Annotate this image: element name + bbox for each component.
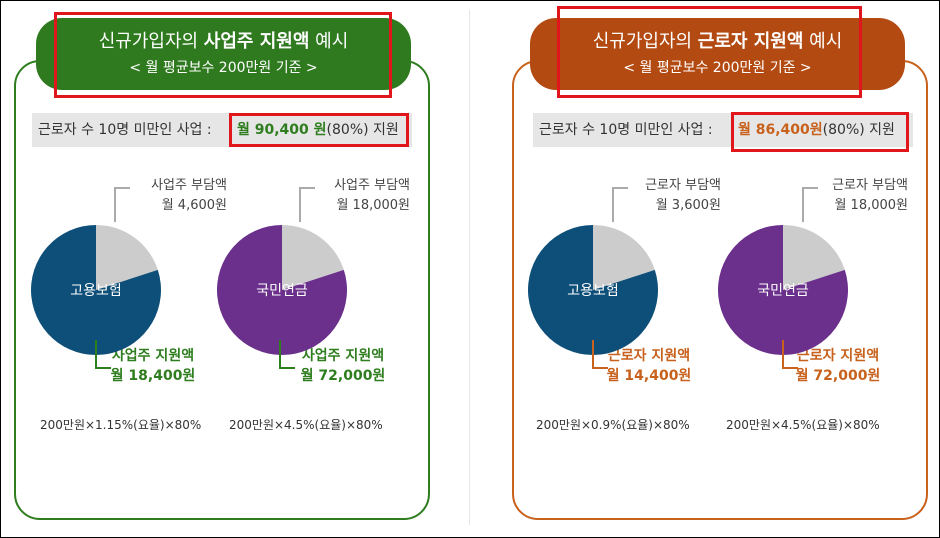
pie-charts: 고용보험 국민연금 고용보험 국민연금: [31, 224, 849, 356]
panel-divider: [469, 10, 470, 525]
right-pie2-label: 국민연금: [757, 283, 809, 299]
right-pie1-burden-annotation: 근로자 부담액 월 3,600원: [606, 176, 721, 216]
right-pie1-burden-leader: [612, 187, 628, 222]
left-title-box: 신규가입자의 사업주 지원액 예시 < 월 평균보수 200만원 기준 >: [36, 18, 411, 90]
left-pie2-support-amount: 월 72,000원: [300, 368, 386, 384]
left-summary-text: 근로자 수 10명 미만인 사업 :: [38, 121, 212, 139]
right-pie1-label: 고용보험: [567, 283, 619, 299]
right-pie2-burden-annotation: 근로자 부담액 월 18,000원: [788, 176, 908, 216]
right-pie1-support-leader: [592, 340, 608, 369]
left-pie2-burden-label: 사업주 부담액: [334, 178, 410, 193]
right-summary-highlight: [731, 112, 909, 152]
left-pie1-support-leader: [95, 340, 111, 369]
right-title: 신규가입자의 근로자 지원액 예시: [530, 31, 905, 53]
right-subtitle: < 월 평균보수 200만원 기준 >: [623, 60, 812, 76]
left-pie1-burden-leader: [114, 187, 130, 222]
right-title-prefix: 신규가입자의: [592, 31, 693, 52]
left-pie1-support-label: 사업주 지원액: [111, 348, 195, 364]
right-pie1-support-slice: [528, 225, 659, 355]
left-pie1-support-annotation: 사업주 지원액 월 18,400원: [98, 346, 208, 386]
right-pie2-support-label: 근로자 지원액: [796, 348, 880, 364]
right-pie1-support-annotation: 근로자 지원액 월 14,400원: [594, 346, 704, 386]
right-pie2-burden-amount: 월 18,000원: [834, 198, 908, 213]
left-pie2-burden-slice: [282, 225, 344, 290]
right-summary-text: 근로자 수 10명 미만인 사업 :: [539, 121, 713, 139]
left-pie2-burden-annotation: 사업주 부담액 월 18,000원: [290, 176, 410, 216]
left-summary-prefix: 근로자 수 10명 미만인 사업 :: [38, 122, 212, 138]
right-pie2-formula: 200만원×4.5%(요율)×80%: [726, 418, 880, 432]
left-summary-highlight: [229, 113, 409, 147]
right-pie1-formula: 200만원×0.9%(요율)×80%: [536, 418, 690, 432]
left-summary-amount: 월 90,400 원: [237, 122, 327, 138]
right-pie2-support-leader: [782, 340, 798, 369]
left-pie1-support-slice: [31, 225, 162, 356]
left-pie1-support-amount: 월 18,400원: [110, 368, 196, 384]
right-pie2-support-annotation: 근로자 지원액 월 72,000원: [783, 346, 893, 386]
left-pie2-support-label: 사업주 지원액: [301, 348, 385, 364]
left-summary-amount-box: 월 90,400 원(80%) 지원: [237, 121, 399, 139]
right-pie2-burden-leader: [802, 187, 818, 222]
left-pie1-burden-annotation: 사업주 부담액 월 4,600원: [112, 176, 227, 216]
right-pie1-burden-slice: [593, 224, 655, 290]
right-summary-amount: 월 86,400원: [738, 122, 823, 138]
right-summary-bar: [533, 113, 913, 147]
left-pie1-burden-label: 사업주 부담액: [151, 178, 227, 193]
right-pie2-support-slice: [718, 225, 849, 355]
right-title-highlight: [557, 6, 862, 98]
left-summary-rate: (80%) 지원: [326, 122, 399, 138]
left-pie1-burden-slice: [96, 225, 158, 290]
left-title-prefix: 신규가입자의: [98, 31, 199, 52]
left-title-bold: 사업주 지원액: [203, 31, 310, 52]
left-pie2-burden-leader: [299, 187, 315, 222]
left-pie2-support-annotation: 사업주 지원액 월 72,000원: [288, 346, 398, 386]
right-pie1-support-label: 근로자 지원액: [607, 348, 691, 364]
right-title-bold: 근로자 지원액: [697, 31, 804, 52]
left-pie2-burden-amount: 월 18,000원: [336, 198, 410, 213]
leader-lines: [95, 187, 818, 369]
left-pie1-label: 고용보험: [70, 283, 122, 299]
left-title-highlight: [54, 12, 392, 98]
left-title-suffix: 예시: [315, 31, 349, 52]
left-pie2-support-leader: [279, 340, 295, 369]
right-pie2-burden-label: 근로자 부담액: [832, 178, 908, 193]
right-summary-prefix: 근로자 수 10명 미만인 사업 :: [539, 122, 713, 138]
left-pie2-label: 국민연금: [256, 283, 308, 299]
right-title-suffix: 예시: [809, 31, 843, 52]
left-pie2-formula: 200만원×4.5%(요율)×80%: [229, 418, 383, 432]
left-summary-bar: [32, 113, 412, 147]
left-subtitle: < 월 평균보수 200만원 기준 >: [129, 60, 318, 76]
right-summary-amount-box: 월 86,400원(80%) 지원: [738, 121, 895, 139]
left-pie2-support-slice: [217, 225, 348, 356]
right-title-box: 신규가입자의 근로자 지원액 예시 < 월 평균보수 200만원 기준 >: [530, 18, 905, 90]
right-pie1-burden-label: 근로자 부담액: [645, 178, 721, 193]
right-pie2-support-amount: 월 72,000원: [795, 368, 881, 384]
right-summary-rate: (80%) 지원: [822, 122, 895, 138]
right-pie1-burden-amount: 월 3,600원: [655, 198, 721, 213]
left-pie1-burden-amount: 월 4,600원: [161, 198, 227, 213]
left-title: 신규가입자의 사업주 지원액 예시: [36, 31, 411, 53]
left-pie1-formula: 200만원×1.15%(요율)×80%: [40, 418, 202, 432]
right-pie2-burden-slice: [783, 224, 845, 290]
right-pie1-support-amount: 월 14,400원: [606, 368, 692, 384]
